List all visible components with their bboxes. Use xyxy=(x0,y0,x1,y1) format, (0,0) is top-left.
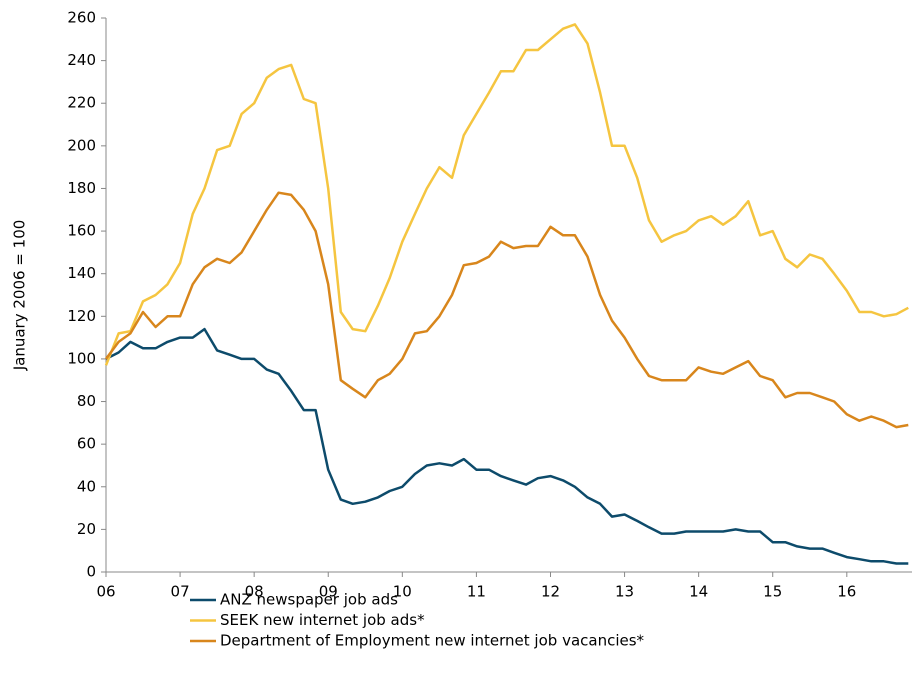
legend-label: SEEK new internet job ads* xyxy=(220,611,425,629)
x-tick-label: 08 xyxy=(245,583,264,601)
x-tick-label: 15 xyxy=(763,583,782,601)
y-tick-label: 0 xyxy=(86,563,96,581)
legend-label: Department of Employment new internet jo… xyxy=(220,632,645,650)
y-tick-label: 240 xyxy=(67,51,96,69)
y-tick-label: 220 xyxy=(67,94,96,112)
y-tick-label: 260 xyxy=(67,9,96,27)
x-tick-label: 11 xyxy=(467,583,486,601)
series-line xyxy=(104,191,909,429)
y-tick-label: 120 xyxy=(67,307,96,325)
y-tick-label: 140 xyxy=(67,264,96,282)
y-tick-label: 180 xyxy=(67,179,96,197)
legend-label: ANZ newspaper job ads xyxy=(220,591,398,609)
x-tick-label: 07 xyxy=(171,583,190,601)
x-tick-label: 06 xyxy=(96,583,115,601)
y-tick-label: 200 xyxy=(67,136,96,154)
y-tick-label: 160 xyxy=(67,222,96,240)
x-tick-label: 09 xyxy=(319,583,338,601)
x-tick-label: 16 xyxy=(837,583,856,601)
y-tick-label: 100 xyxy=(67,349,96,367)
y-tick-label: 80 xyxy=(77,392,96,410)
y-tick-label: 40 xyxy=(77,477,96,495)
y-axis-label: January 2006 = 100 xyxy=(11,220,29,372)
x-tick-label: 10 xyxy=(393,583,412,601)
x-tick-label: 13 xyxy=(615,583,634,601)
x-tick-label: 14 xyxy=(689,583,708,601)
y-tick-label: 20 xyxy=(77,520,96,538)
x-tick-label: 12 xyxy=(541,583,560,601)
series-line xyxy=(104,23,909,366)
y-tick-label: 60 xyxy=(77,435,96,453)
series-line xyxy=(105,327,909,565)
